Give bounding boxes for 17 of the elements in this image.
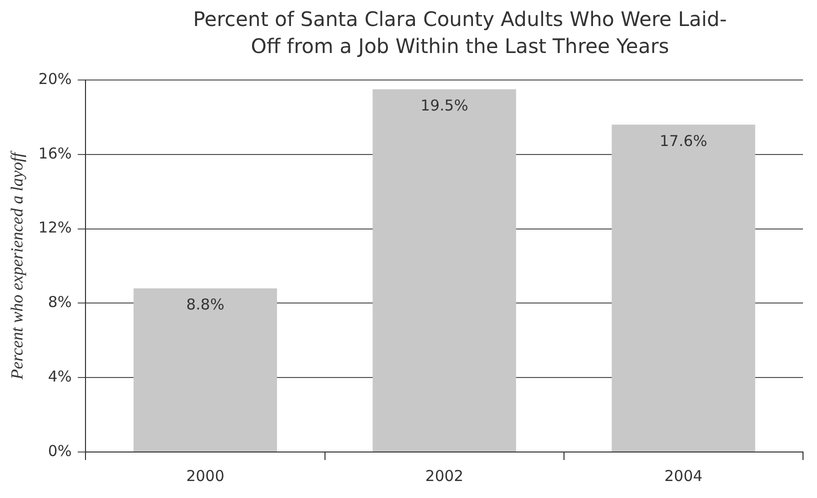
x-tick-label: 2000: [186, 466, 224, 485]
data-label: 17.6%: [660, 132, 708, 150]
y-tick-label: 0%: [48, 442, 72, 460]
y-tick-label: 12%: [38, 218, 72, 237]
y-tick-label: 4%: [48, 367, 72, 386]
bar: [372, 89, 516, 452]
x-tick-label: 2002: [425, 466, 464, 485]
bar: [612, 124, 756, 452]
y-tick-label: 20%: [38, 70, 72, 88]
y-tick-label: 16%: [38, 144, 72, 162]
data-label: 19.5%: [420, 96, 468, 115]
y-tick-label: 8%: [48, 293, 72, 312]
y-axis-title: Percent who experienced a layoff: [8, 150, 27, 380]
data-label: 8.8%: [186, 296, 224, 314]
bar: [134, 288, 278, 452]
chart-title: Percent of Santa Clara County Adults Who Were Laid-Off from a Job Within the Last Three Years: [192, 6, 728, 60]
x-tick-label: 2004: [664, 466, 703, 485]
